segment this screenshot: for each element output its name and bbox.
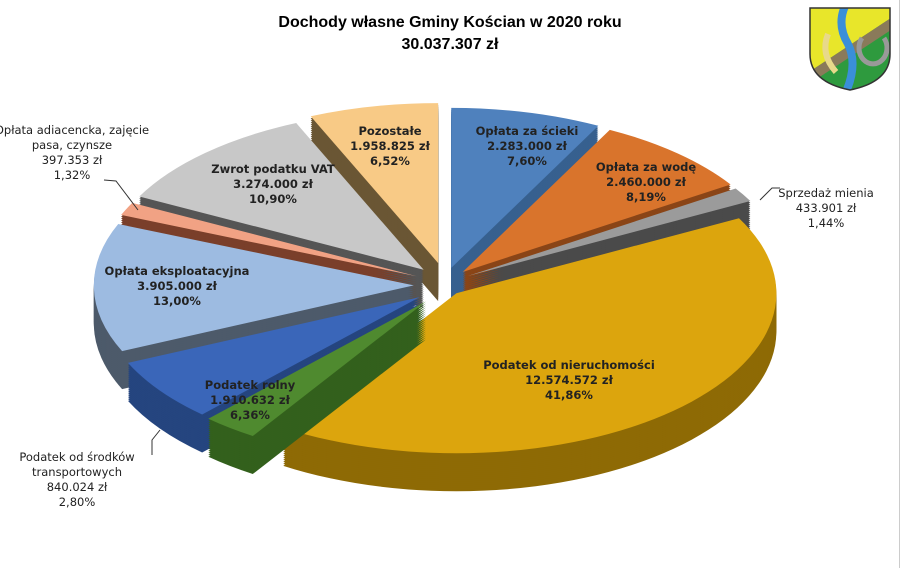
pie-slice-top xyxy=(467,188,751,277)
data-label: Opłata za wodę 2.460.000 zł 8,19% xyxy=(596,160,696,205)
label-amount: 3.905.000 zł xyxy=(137,279,217,293)
label-amount: 2.283.000 zł xyxy=(487,139,567,153)
label-name: pasa, czynsze xyxy=(31,138,113,152)
chart-title: Dochody własne Gminy Kościan w 2020 roku xyxy=(278,14,622,31)
label-percent: 1,32% xyxy=(53,168,91,182)
label-percent: 6,36% xyxy=(230,408,270,422)
pie-slice-4 xyxy=(208,301,426,475)
pie-slice-top xyxy=(208,301,426,437)
pie-slice-8 xyxy=(139,123,424,308)
data-label: Zwrot podatku VAT 3.274.000 zł 10,90% xyxy=(211,162,334,207)
label-percent: 8,19% xyxy=(626,190,666,204)
label-name: Pozostałe xyxy=(358,124,422,138)
label-name: Opłata za wodę xyxy=(595,160,697,174)
label-percent: 6,52% xyxy=(370,154,410,168)
label-amount: 3.274.000 zł xyxy=(233,177,313,191)
label-amount: 1.910.632 zł xyxy=(210,393,290,407)
label-amount: 2.460.000 zł xyxy=(606,175,686,189)
pie-slice-top xyxy=(310,103,439,264)
label-name: Zwrot podatku VAT xyxy=(211,162,335,176)
pie-slice-top xyxy=(451,107,599,268)
pie-slice-top xyxy=(127,297,420,415)
label-percent: 7,60% xyxy=(507,154,547,168)
label-name: Podatek od środków xyxy=(19,450,135,464)
data-label: Opłata eksploatacyjna 3.905.000 zł 13,00% xyxy=(105,264,250,309)
leader-line xyxy=(103,179,139,211)
label-amount: 840.024 zł xyxy=(46,480,108,494)
chart-subtitle: 30.037.307 zł xyxy=(401,36,499,53)
label-amount: 433.901 zł xyxy=(795,201,857,215)
data-label: Opłata adiacencka, zajęcie pasa, czynsze 3… xyxy=(0,123,149,183)
label-name: Opłata za ścieki xyxy=(475,124,579,138)
pie-slice-top xyxy=(93,224,414,352)
data-label: Podatek od środków transportowych 840.024 … xyxy=(19,450,134,510)
pie-slice-top xyxy=(139,123,424,270)
label-amount: 12.574.572 zł xyxy=(525,373,613,387)
coat-of-arms-logo xyxy=(809,7,891,91)
label-percent: 41,86% xyxy=(545,388,593,402)
label-percent: 10,90% xyxy=(249,192,297,206)
label-name: Opłata adiacencka, zajęcie xyxy=(0,123,150,137)
label-percent: 1,44% xyxy=(807,216,845,230)
data-label: Pozostałe 1.958.825 zł 6,52% xyxy=(350,124,430,169)
leader-line xyxy=(151,429,161,455)
label-name: Podatek rolny xyxy=(204,378,296,392)
data-label: Podatek od nieruchomości 12.574.572 zł 41,… xyxy=(483,358,655,403)
label-amount: 397.353 zł xyxy=(41,153,103,167)
label-name: Opłata eksploatacyjna xyxy=(104,264,250,278)
data-label: Opłata za ścieki 2.283.000 zł 7,60% xyxy=(476,124,579,169)
pie-slice-top xyxy=(283,218,777,454)
label-percent: 2,80% xyxy=(58,495,96,509)
label-amount: 1.958.825 zł xyxy=(350,139,430,153)
data-label: Podatek rolny 1.910.632 zł 6,36% xyxy=(205,378,295,423)
data-label: Sprzedaż mienia 433.901 zł 1,44% xyxy=(778,186,873,231)
leader-line xyxy=(759,187,780,201)
label-percent: 13,00% xyxy=(153,294,201,308)
label-name: Sprzedaż mienia xyxy=(778,186,874,200)
label-name: Podatek od nieruchomości xyxy=(483,358,655,372)
chart-title-block: Dochody własne Gminy Kościan w 2020 roku… xyxy=(0,12,899,56)
pie-slice-top xyxy=(462,129,731,272)
pie-slice-3 xyxy=(283,218,777,492)
pie-slice-top xyxy=(121,202,417,277)
label-name: transportowych xyxy=(31,465,122,479)
